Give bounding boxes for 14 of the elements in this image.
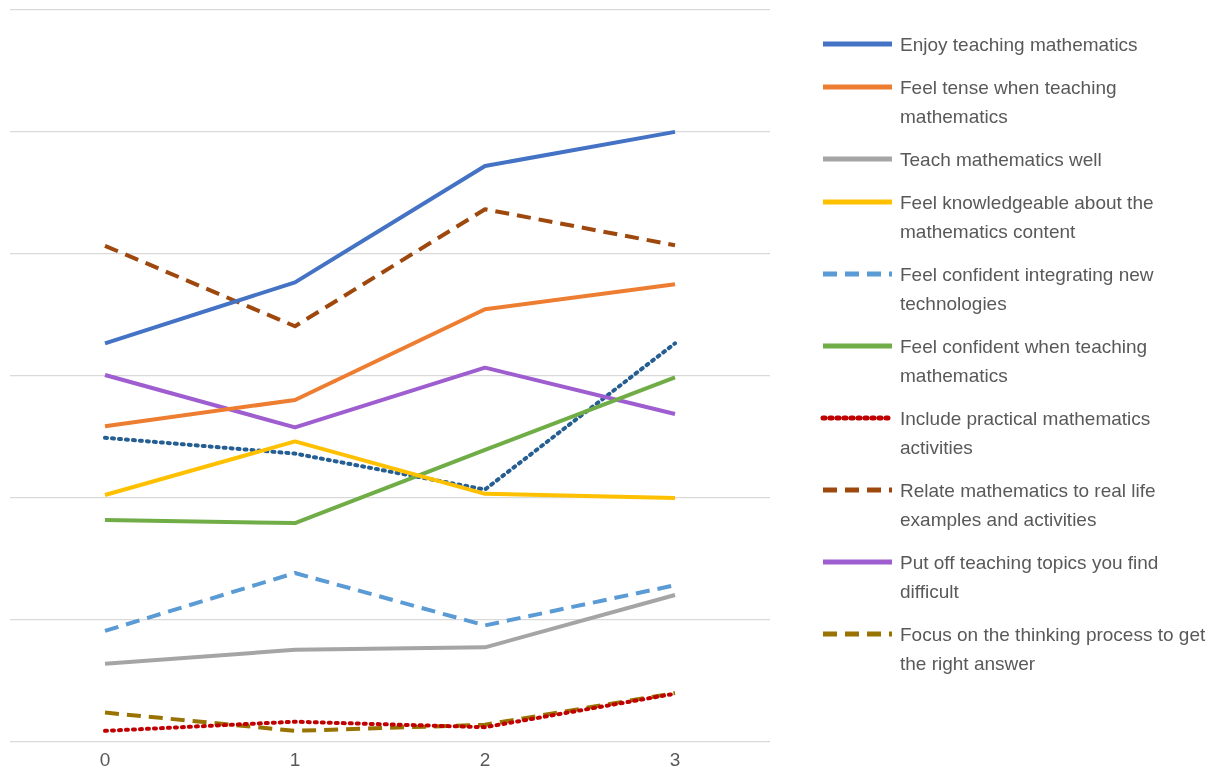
x-tick-label: 0: [99, 748, 111, 770]
legend-label: Feel tense when teaching mathematics: [900, 76, 1118, 129]
legend-label: Feel confident integrating new technologies: [900, 263, 1155, 316]
x-tick-label: 2: [479, 748, 491, 770]
legend-label: Feel knowledgeable about the mathematics content: [900, 191, 1155, 244]
legend-label: Put off teaching topics you find difficult: [900, 551, 1160, 604]
legend-label: Include practical mathematics activities: [900, 407, 1152, 460]
x-tick-label: 3: [669, 748, 681, 770]
legend-label: Relate mathematics to real life examples and activities: [900, 479, 1157, 532]
legend-label: Focus on the thinking process to get the right answer: [900, 623, 1207, 676]
legend-label: Teach mathematics well: [900, 148, 1102, 172]
x-tick-label: 1: [289, 748, 301, 770]
legend-label: Enjoy teaching mathematics: [900, 33, 1138, 57]
legend-label: Feel confident when teaching mathematics: [900, 335, 1149, 388]
